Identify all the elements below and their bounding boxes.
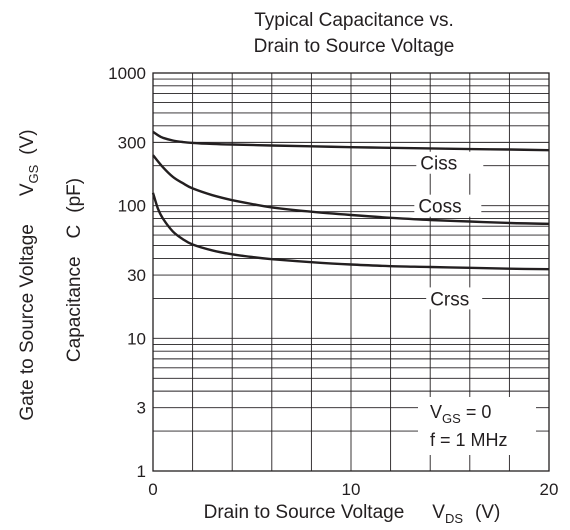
- series-label-coss: Coss: [418, 197, 461, 218]
- series-line-crss: [151, 192, 550, 271]
- series-label-backdrop: [416, 151, 484, 174]
- outer-y-axis-label-unit: (V): [17, 129, 38, 154]
- series-label-crss: Crss: [430, 289, 469, 310]
- series-label-ciss: Ciss: [420, 154, 457, 175]
- series-label-backdrop: [414, 194, 482, 217]
- y-tick-label: 1000: [108, 64, 146, 83]
- y-tick-label: 3: [137, 399, 146, 418]
- x-tick-label: 0: [148, 480, 157, 499]
- x-tick-label: 10: [342, 480, 361, 499]
- grid-lines: [153, 73, 549, 471]
- chart-title-line-2: Drain to Source Voltage: [254, 36, 455, 57]
- tick-labels: 1 3 10 30 100 300 1000 0 10 20: [108, 64, 558, 499]
- y-tick-label: 10: [127, 329, 146, 348]
- annotation-vgs: VGS = 0: [430, 402, 491, 426]
- series-line-ciss: [152, 130, 550, 152]
- annotation-vgs-sub: GS: [442, 411, 461, 426]
- y-tick-label: 1: [137, 462, 146, 481]
- outer-y-axis-label-symbol: V: [17, 183, 38, 196]
- series-line-coss: [152, 154, 550, 225]
- outer-y-axis-label: Gate to Source Voltage VGS (V): [17, 129, 41, 420]
- x-axis-label-unit: (V): [475, 502, 500, 523]
- x-axis-label-symbol: V: [432, 502, 445, 523]
- y-axis-label-symbol: C: [64, 225, 85, 239]
- x-axis-label-main: Drain to Source Voltage: [204, 502, 405, 523]
- annotation-vgs-value: = 0: [461, 402, 492, 422]
- outer-y-axis-label-sub: GS: [26, 164, 41, 183]
- series-curves: [151, 130, 550, 271]
- annotation-backdrop: [418, 397, 536, 455]
- y-tick-label: 300: [118, 133, 146, 152]
- y-axis-label-main: Capacitance: [64, 256, 85, 362]
- y-tick-label: 100: [118, 197, 146, 216]
- annotation-frequency: f = 1 MHz: [430, 430, 508, 450]
- annotation-vgs-symbol: V: [430, 402, 442, 422]
- y-tick-label: 30: [127, 266, 146, 285]
- y-axis-label: Capacitance C (pF): [64, 178, 85, 362]
- plot-frame: [152, 72, 550, 472]
- x-axis-label: Drain to Source Voltage VDS (V): [204, 502, 501, 526]
- chart-title-line-1: Typical Capacitance vs.: [254, 10, 454, 31]
- series-label-backdrop: [426, 287, 483, 310]
- x-axis-label-sub: DS: [445, 511, 463, 526]
- x-tick-label: 20: [540, 480, 559, 499]
- y-axis-label-unit: (pF): [64, 178, 85, 213]
- outer-y-axis-label-main: Gate to Source Voltage: [17, 224, 38, 420]
- series-labels: Ciss Coss Crss: [414, 151, 484, 310]
